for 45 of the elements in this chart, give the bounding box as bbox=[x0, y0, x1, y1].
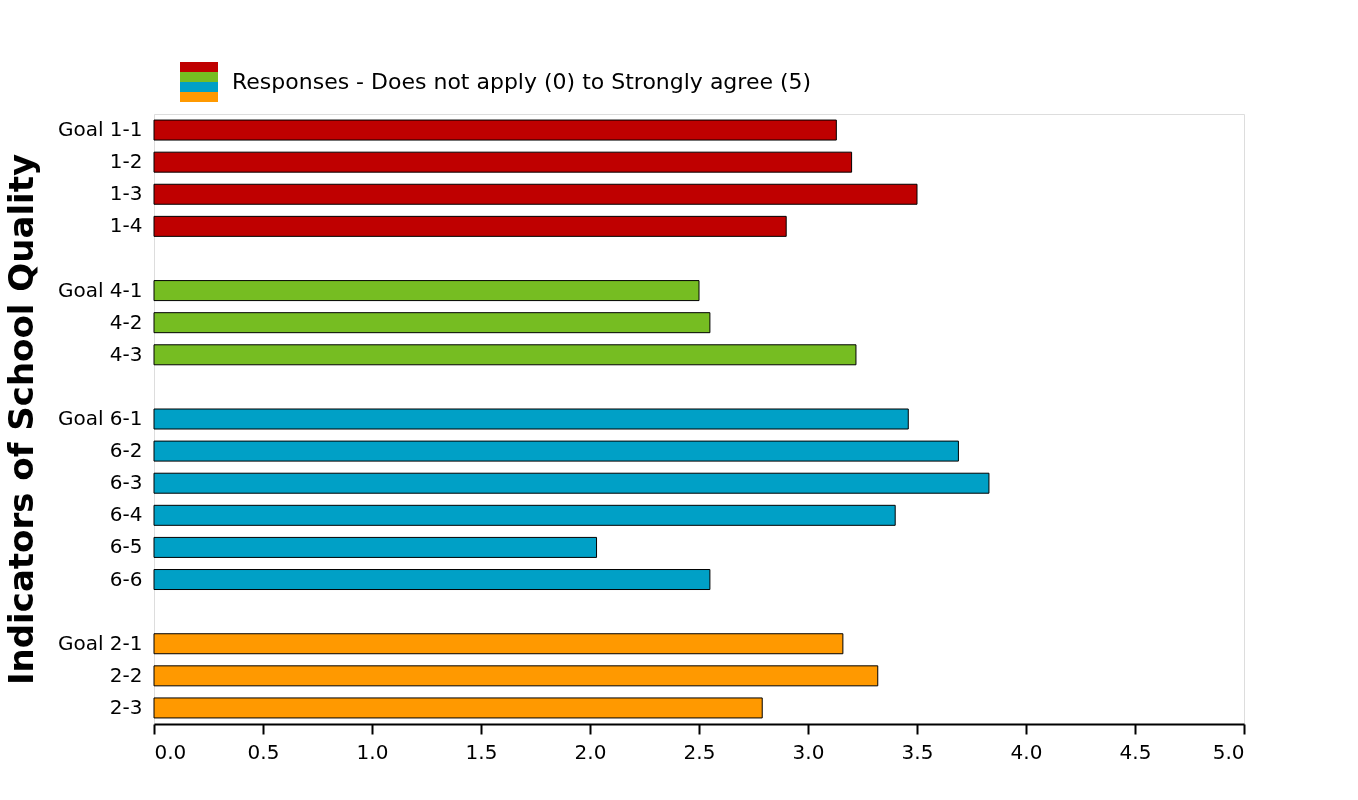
y-tick-label: 4-3 bbox=[109, 341, 143, 366]
bar bbox=[153, 569, 711, 591]
bar bbox=[153, 472, 990, 494]
y-tick-label: 6-3 bbox=[109, 470, 143, 495]
x-tick-label: 5.0 bbox=[1212, 739, 1245, 764]
bar bbox=[153, 408, 909, 430]
x-tick-label: 3.0 bbox=[792, 739, 825, 764]
bar bbox=[153, 504, 896, 526]
y-tick-label: Goal 6-1 bbox=[57, 406, 143, 430]
bar bbox=[153, 312, 711, 334]
x-tick-label: 1.0 bbox=[356, 739, 389, 764]
x-tick-label: 2.5 bbox=[683, 739, 716, 764]
bar bbox=[153, 280, 700, 302]
y-tick-label: Goal 2-1 bbox=[57, 630, 143, 655]
y-tick-label: 1-2 bbox=[109, 149, 143, 174]
bar bbox=[153, 697, 763, 719]
y-axis-title: Indicators of School Quality bbox=[0, 153, 41, 686]
bar bbox=[153, 536, 598, 558]
x-tick-label: 0.5 bbox=[247, 739, 280, 764]
x-tick-label: 4.0 bbox=[1010, 739, 1043, 764]
y-tick-label: 4-2 bbox=[109, 309, 143, 334]
legend-label: Responses - Does not apply (0) to Strongly agree (5) bbox=[232, 69, 812, 94]
y-tick-label: Goal 1-1 bbox=[57, 117, 143, 142]
x-tick-label: 1.5 bbox=[465, 739, 498, 764]
x-tick-label: 3.5 bbox=[901, 739, 934, 764]
bar bbox=[153, 183, 918, 205]
x-tick-label: 4.5 bbox=[1119, 739, 1152, 764]
y-tick-label: 6-4 bbox=[109, 502, 143, 527]
bar bbox=[153, 151, 853, 173]
bar bbox=[153, 665, 879, 687]
y-tick-label: 2-2 bbox=[109, 662, 143, 687]
y-tick-label: Goal 4-1 bbox=[57, 277, 143, 302]
bar bbox=[153, 633, 844, 655]
y-tick-label: 2-3 bbox=[109, 694, 143, 719]
y-tick-label: 1-4 bbox=[109, 213, 143, 238]
bar bbox=[153, 440, 959, 462]
y-tick-label: 6-6 bbox=[109, 566, 143, 591]
y-tick-label: 6-2 bbox=[109, 438, 143, 463]
x-tick-label: 2.0 bbox=[574, 739, 607, 764]
y-tick-label: 1-3 bbox=[109, 181, 143, 206]
x-tick-label: 0.0 bbox=[154, 739, 187, 764]
y-tick-label: 6-5 bbox=[109, 534, 143, 559]
bar bbox=[153, 344, 857, 366]
bar bbox=[153, 119, 837, 141]
bar bbox=[153, 215, 787, 237]
